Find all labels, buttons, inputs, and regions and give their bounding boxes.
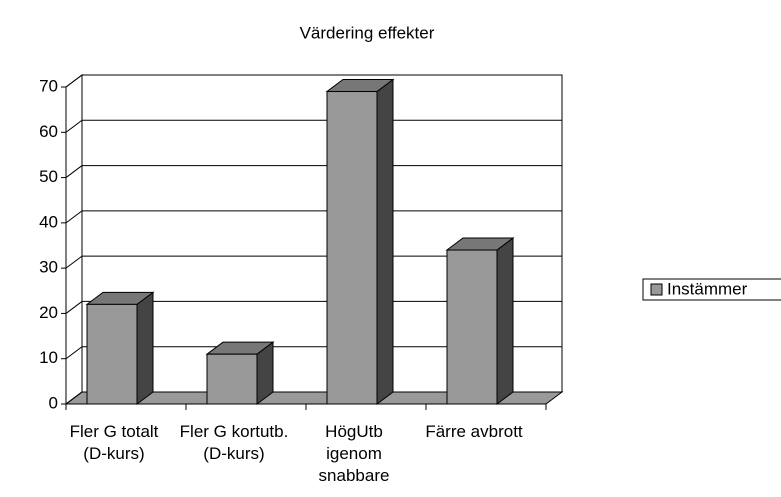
chart-title: Värdering effekter (300, 23, 435, 42)
x-tick-label: Fler G totalt (D-kurs) (69, 422, 159, 463)
bar (445, 237, 515, 405)
grid-line-side (65, 119, 83, 133)
y-tick-label: 20 (39, 303, 58, 322)
y-tick-label: 30 (39, 258, 58, 277)
grid-line-side (65, 74, 83, 88)
bar (85, 291, 155, 405)
grid-line-side (65, 301, 83, 314)
bar-front (446, 249, 498, 405)
y-tick-label: 60 (39, 122, 58, 141)
legend-box (642, 278, 781, 301)
bar-side (496, 237, 514, 405)
y-tick-label: 70 (39, 76, 58, 95)
bar-front (206, 353, 258, 405)
x-tick-label: Fler G kortutb.(D-kurs) (179, 422, 289, 463)
grid-line-side (65, 210, 83, 224)
y-tick-label: 10 (39, 348, 58, 367)
side-wall (65, 74, 83, 405)
y-tick-label: 40 (39, 212, 58, 231)
bar-side (136, 291, 154, 405)
bar (325, 78, 395, 405)
y-tick-label: 50 (39, 167, 58, 186)
legend-label: Instämmer (667, 279, 748, 298)
grid-line-side (65, 346, 83, 360)
bar-side (376, 78, 394, 405)
y-tick-label: 0 (49, 393, 58, 412)
grid-line-side (65, 165, 83, 178)
x-tick-label: HögUtb igenom snabbare (318, 422, 390, 485)
grid-line-side (65, 391, 83, 405)
bar-front (86, 303, 138, 405)
x-tick-label: Färre avbrott (425, 422, 523, 441)
legend-swatch (650, 283, 663, 296)
grid-line-side (65, 255, 83, 269)
bar-front (326, 91, 378, 405)
legend: Instämmer (642, 278, 781, 301)
bar (205, 341, 275, 405)
